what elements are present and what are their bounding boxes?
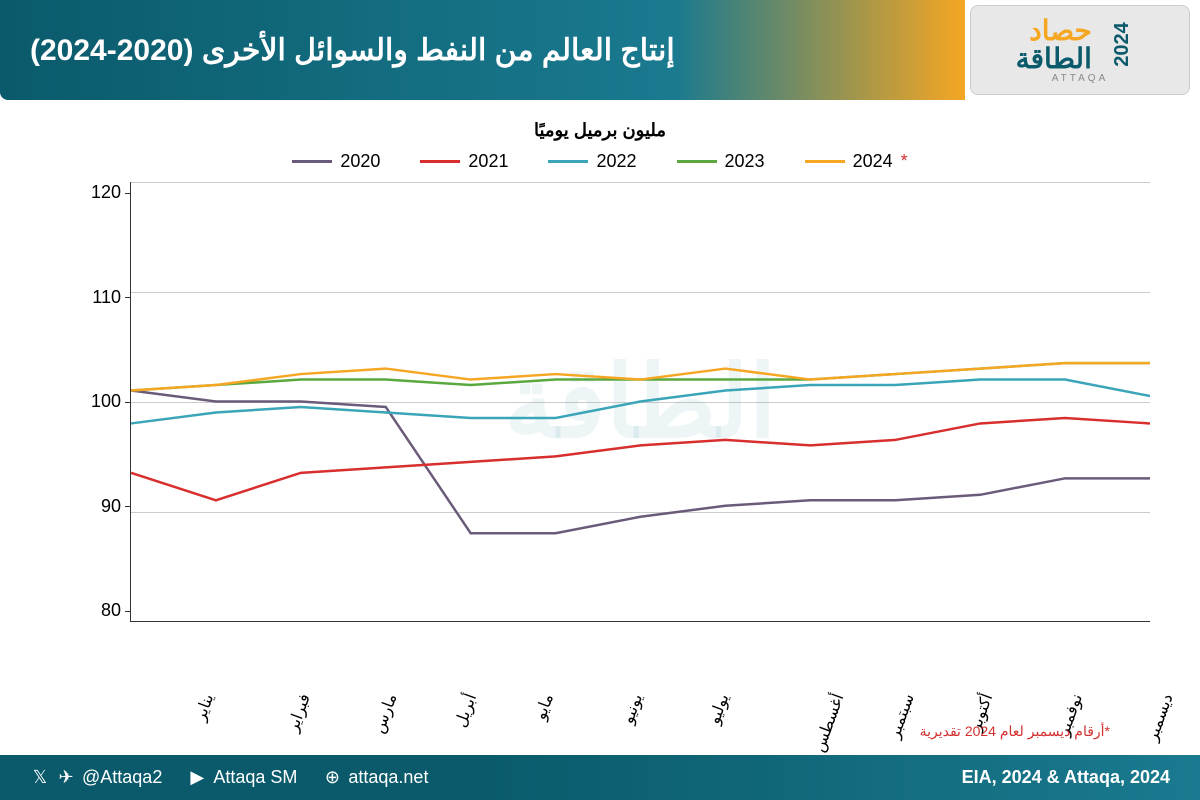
legend-item-2021: 2021 [420,151,508,172]
legend-item-2020: 2020 [292,151,380,172]
x-tick: أبريل [450,691,481,730]
chart-subtitle: مليون برميل يوميًا [50,120,1150,141]
series-2024 [131,363,1150,390]
telegram-icon: ✈ [56,768,76,788]
globe-icon: ⊕ [322,768,342,788]
logo-bottom: الطاقة [1016,45,1092,73]
x-icon: 𝕏 [30,768,50,788]
footer-web: ⊕ attaqa.net [322,767,428,788]
logo-top: حصاد [1016,17,1092,45]
footer: 𝕏 ✈ @Attaqa2 ▶ Attaqa SM ⊕ attaqa.net EI… [0,755,1200,800]
footer-youtube: ▶ Attaqa SM [187,767,297,788]
logo-box: 2024 حصاد الطاقة ATTAQA [970,5,1190,95]
x-tick: يوليو [704,691,733,727]
legend-item-2022: 2022 [548,151,636,172]
plot: الطاقة 1201101009080 ينايرفبرايرمارسأبري… [130,182,1150,622]
x-tick: سبتمبر [885,691,920,741]
y-tick: 100 [81,391,121,412]
y-tick: 80 [81,600,121,621]
footer-source: EIA, 2024 & Attaqa, 2024 [962,767,1170,788]
logo-latin: ATTAQA [1052,73,1109,84]
chart-area: مليون برميل يوميًا 2020 2021 2022 2023 2024*… [50,120,1150,700]
logo-year: 2024 [1111,22,1134,67]
x-tick: أغسطس [809,691,849,755]
legend-item-2023: 2023 [677,151,765,172]
footer-twitter: 𝕏 ✈ @Attaqa2 [30,767,162,788]
legend-item-2024: 2024* [805,151,908,172]
youtube-icon: ▶ [187,768,207,788]
y-tick: 90 [81,496,121,517]
y-tick: 110 [81,287,121,308]
x-tick: يناير [190,691,218,724]
page-title: إنتاج العالم من النفط والسوائل الأخرى (2… [30,33,675,68]
header: 2024 حصاد الطاقة ATTAQA إنتاج العالم من … [0,0,1200,100]
x-tick: فبراير [283,691,315,735]
x-tick: مارس [369,691,402,736]
chart-lines [131,182,1150,621]
y-axis: 120 110 100 90 80 [81,182,121,621]
x-tick: يونيو [618,691,647,726]
series-2020 [131,391,1150,534]
footnote: *أرقام ديسمبر لعام 2024 تقديرية [920,723,1110,740]
legend: 2020 2021 2022 2023 2024* [50,151,1150,172]
x-tick: مايو [530,691,558,722]
x-tick: ديسمبر [1142,691,1177,744]
y-tick: 120 [81,182,121,203]
series-2021 [131,418,1150,500]
title-bar: إنتاج العالم من النفط والسوائل الأخرى (2… [0,0,965,100]
